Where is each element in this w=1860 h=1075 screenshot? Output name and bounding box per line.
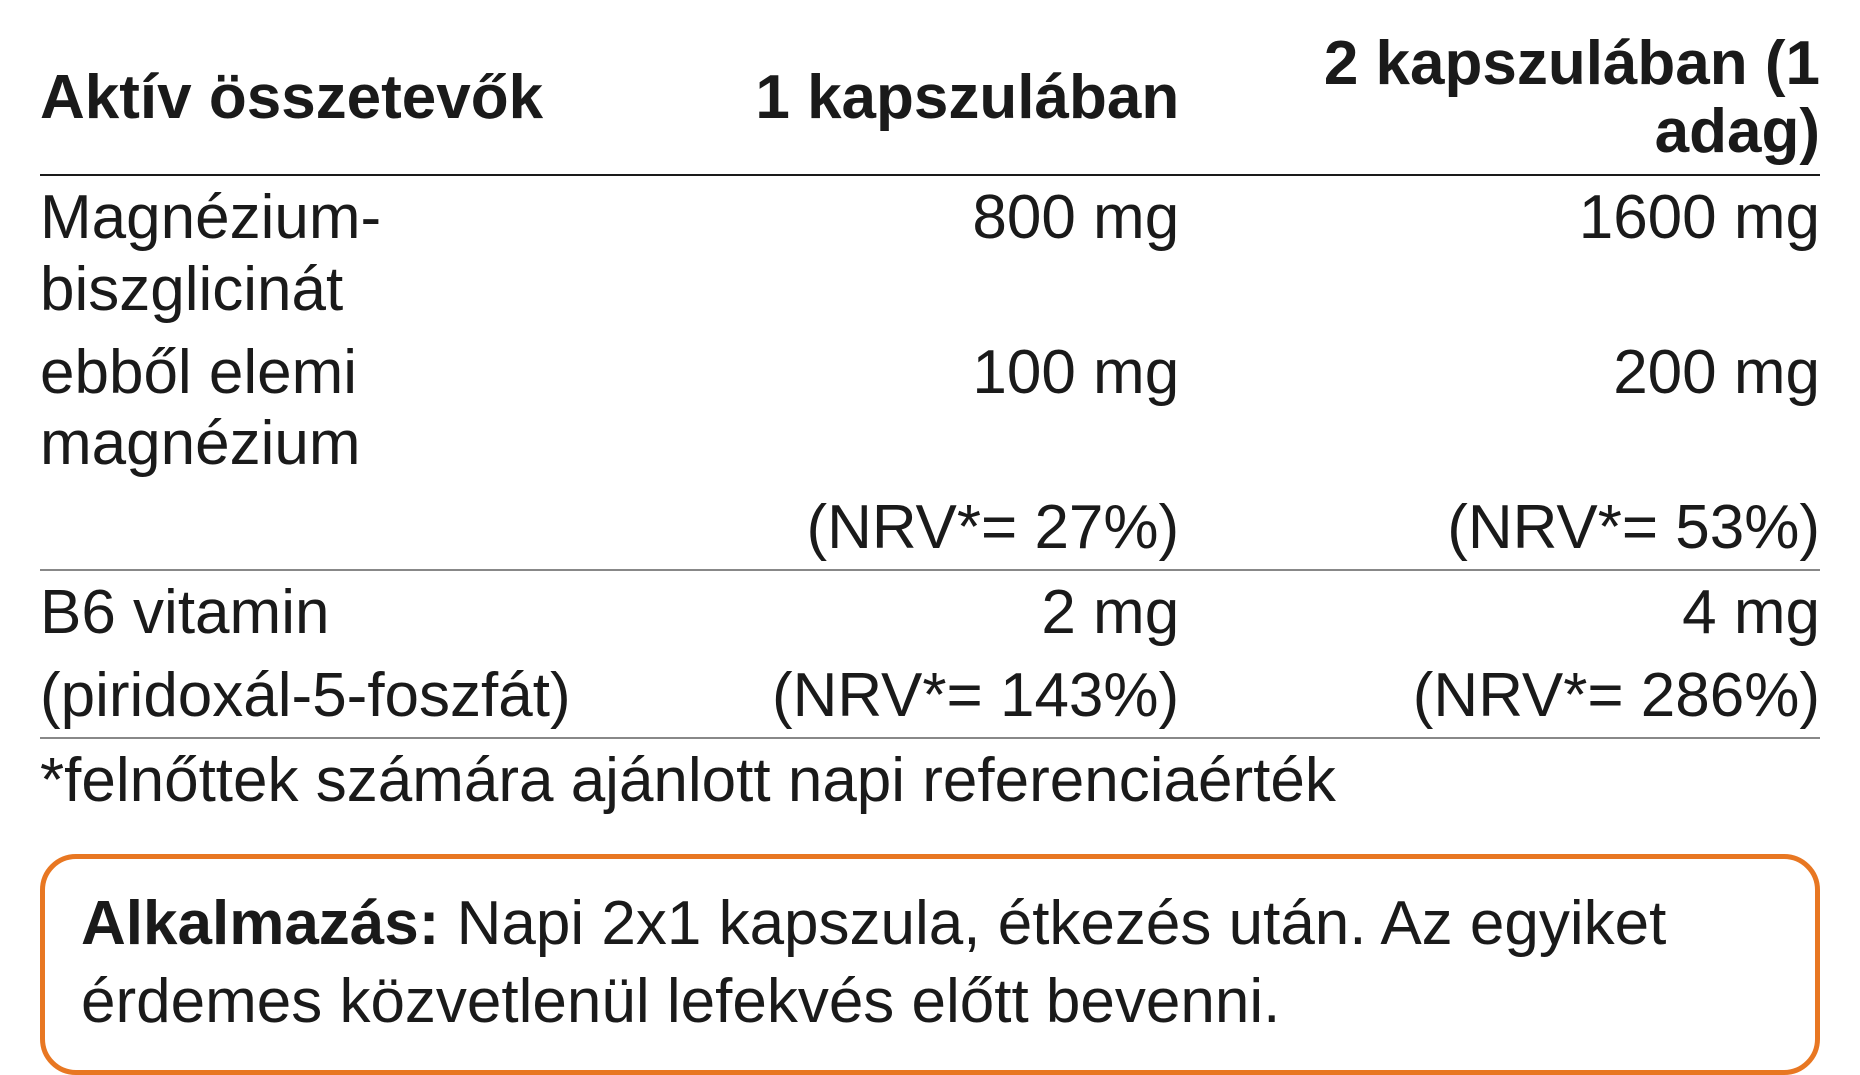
cell-ingredient: (piridoxál-5-foszfát) bbox=[40, 654, 645, 737]
table-separator bbox=[40, 737, 1820, 738]
cell-per-2: 200 mg bbox=[1179, 331, 1820, 486]
table-row: (piridoxál-5-foszfát) (NRV*= 143%) (NRV*… bbox=[40, 654, 1820, 737]
table-row: B6 vitamin 2 mg 4 mg bbox=[40, 570, 1820, 654]
nrv-footnote: *felnőttek számára ajánlott napi referen… bbox=[40, 739, 1820, 816]
cell-per-2: (NRV*= 53%) bbox=[1179, 486, 1820, 569]
table-row: (NRV*= 27%) (NRV*= 53%) bbox=[40, 486, 1820, 569]
usage-label: Alkalmazás: bbox=[81, 889, 439, 958]
header-active-ingredients: Aktív összetevők bbox=[40, 30, 645, 175]
cell-per-2: (NRV*= 286%) bbox=[1179, 654, 1820, 737]
cell-ingredient bbox=[40, 486, 645, 569]
usage-box: Alkalmazás: Napi 2x1 kapszula, étkezés u… bbox=[40, 854, 1820, 1075]
table-row: ebből elemi magnézium 100 mg 200 mg bbox=[40, 331, 1820, 486]
cell-per-2: 1600 mg bbox=[1179, 175, 1820, 331]
cell-per-1: 100 mg bbox=[645, 331, 1179, 486]
cell-per-1: 800 mg bbox=[645, 175, 1179, 331]
table-header-row: Aktív összetevők 1 kapszulában 2 kapszul… bbox=[40, 30, 1820, 175]
table-row: Magnézium-biszglicinát 800 mg 1600 mg bbox=[40, 175, 1820, 331]
header-per-2-capsules: 2 kapszulában (1 adag) bbox=[1179, 30, 1820, 175]
cell-per-1: 2 mg bbox=[645, 570, 1179, 654]
cell-ingredient: ebből elemi magnézium bbox=[40, 331, 645, 486]
cell-per-2: 4 mg bbox=[1179, 570, 1820, 654]
cell-ingredient: B6 vitamin bbox=[40, 570, 645, 654]
cell-ingredient: Magnézium-biszglicinát bbox=[40, 175, 645, 331]
ingredients-table: Aktív összetevők 1 kapszulában 2 kapszul… bbox=[40, 30, 1820, 739]
cell-per-1: (NRV*= 27%) bbox=[645, 486, 1179, 569]
cell-per-1: (NRV*= 143%) bbox=[645, 654, 1179, 737]
header-per-1-capsule: 1 kapszulában bbox=[645, 30, 1179, 175]
usage-text: Alkalmazás: Napi 2x1 kapszula, étkezés u… bbox=[81, 885, 1779, 1040]
table-body: Magnézium-biszglicinát 800 mg 1600 mg eb… bbox=[40, 175, 1820, 738]
